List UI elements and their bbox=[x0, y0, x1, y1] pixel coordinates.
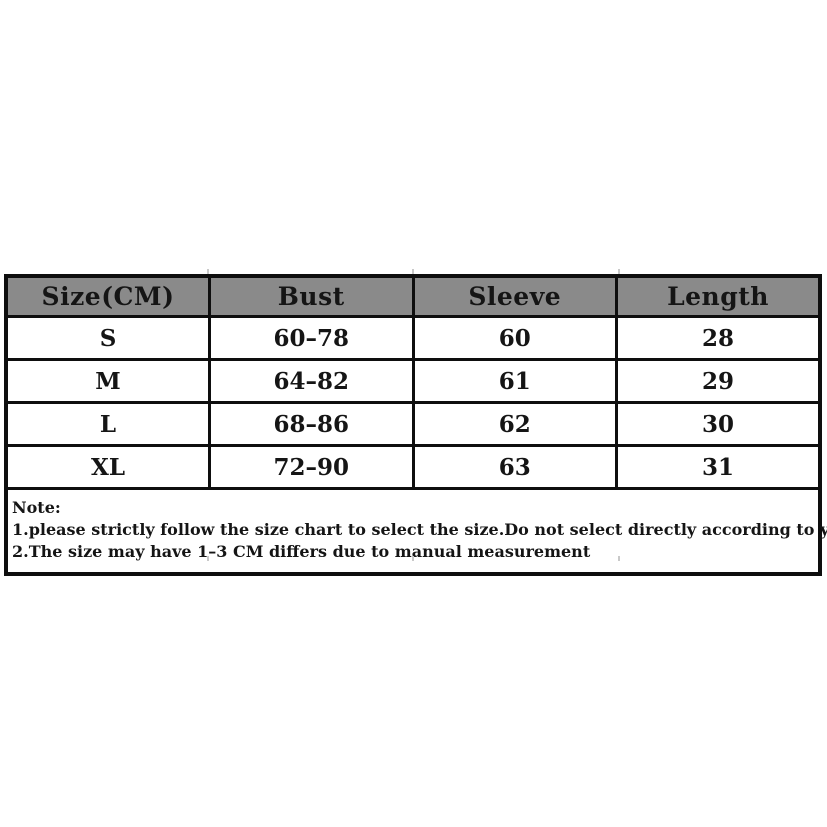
note-box: Note: 1.please strictly follow the size … bbox=[4, 487, 827, 576]
sleeve-cell: 63 bbox=[411, 444, 618, 490]
header-cell-size: Size(CM) bbox=[4, 274, 211, 318]
size-cell: L bbox=[4, 401, 211, 447]
size-cell: S bbox=[4, 315, 211, 361]
table-row-m: M 64–82 61 29 bbox=[4, 358, 822, 404]
note-title: Note: bbox=[12, 498, 61, 517]
artifact-tick bbox=[618, 269, 620, 274]
note-line-2: 2.The size may have 1–3 CM differs due t… bbox=[12, 542, 591, 561]
sleeve-cell: 60 bbox=[411, 315, 618, 361]
sleeve-cell: 62 bbox=[411, 401, 618, 447]
length-cell: 31 bbox=[615, 444, 822, 490]
header-cell-sleeve: Sleeve bbox=[411, 274, 618, 318]
size-chart-table-wrapper: Size(CM) Bust Sleeve Length S 60–78 60 2… bbox=[4, 274, 827, 576]
artifact-tick bbox=[412, 556, 414, 561]
note-line-1: 1.please strictly follow the size chart … bbox=[12, 520, 827, 539]
artifact-tick bbox=[207, 269, 209, 274]
table-row-xl: XL 72–90 63 31 bbox=[4, 444, 822, 490]
artifact-tick bbox=[618, 556, 620, 561]
size-cell: M bbox=[4, 358, 211, 404]
length-cell: 30 bbox=[615, 401, 822, 447]
bust-cell: 60–78 bbox=[208, 315, 415, 361]
bust-cell: 68–86 bbox=[208, 401, 415, 447]
size-chart-table: Size(CM) Bust Sleeve Length S 60–78 60 2… bbox=[4, 274, 827, 576]
artifact-tick bbox=[412, 269, 414, 274]
sleeve-cell: 61 bbox=[411, 358, 618, 404]
table-row-l: L 68–86 62 30 bbox=[4, 401, 822, 447]
note-row: Note: 1.please strictly follow the size … bbox=[4, 487, 827, 576]
header-cell-length: Length bbox=[615, 274, 822, 318]
bust-cell: 64–82 bbox=[208, 358, 415, 404]
length-cell: 29 bbox=[615, 358, 822, 404]
bust-cell: 72–90 bbox=[208, 444, 415, 490]
length-cell: 28 bbox=[615, 315, 822, 361]
size-cell: XL bbox=[4, 444, 211, 490]
header-cell-bust: Bust bbox=[208, 274, 415, 318]
header-row: Size(CM) Bust Sleeve Length bbox=[4, 274, 822, 318]
artifact-tick bbox=[207, 556, 209, 561]
table-row-s: S 60–78 60 28 bbox=[4, 315, 822, 361]
